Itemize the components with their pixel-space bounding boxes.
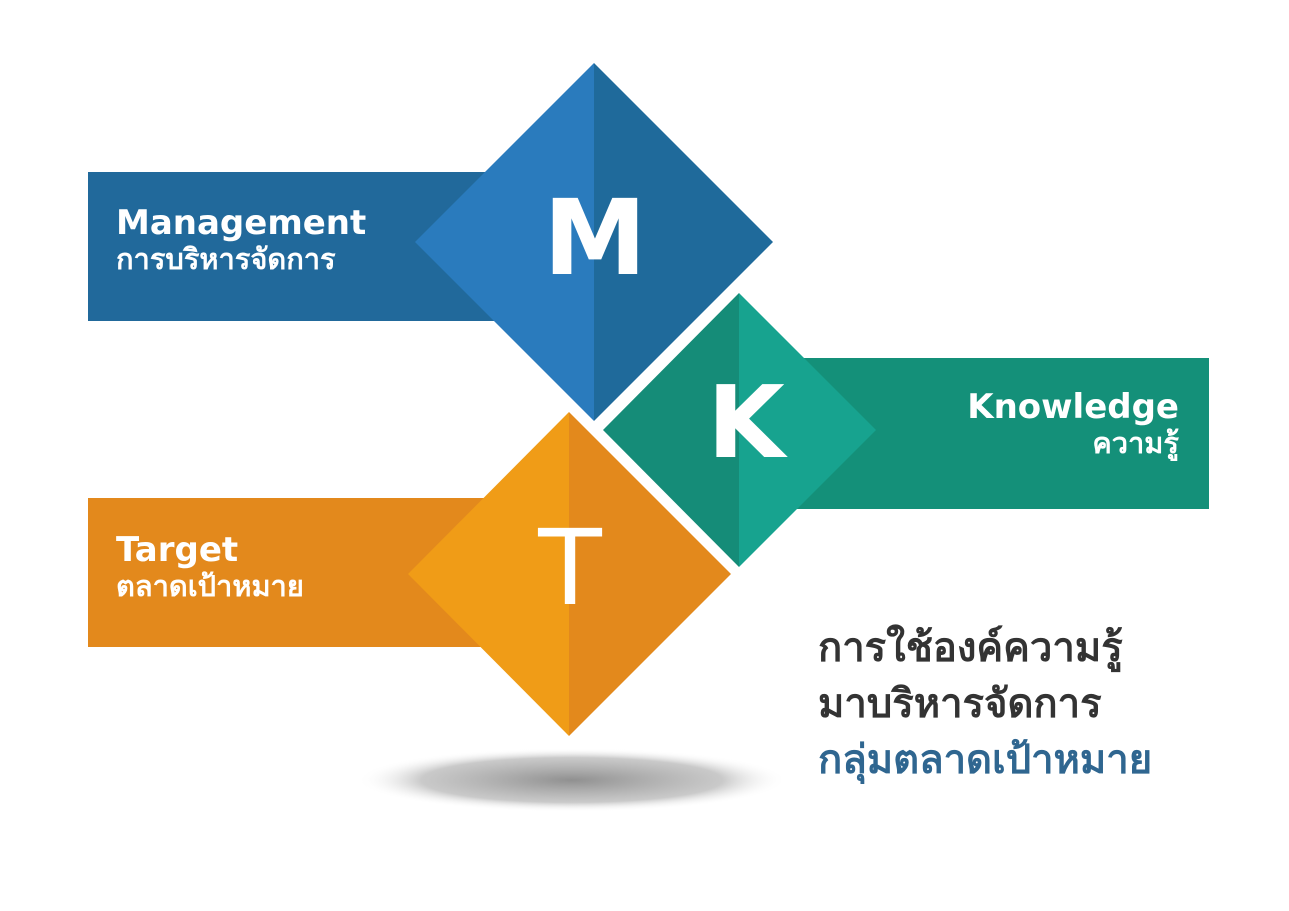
management-title-en: Management — [116, 203, 367, 243]
management-label: Management การบริหารจัดการ — [116, 203, 367, 277]
tagline-line-1: การใช้องค์ความรู้ — [818, 625, 1123, 671]
target-diamond-left — [408, 412, 569, 736]
target-title-en: Target — [116, 530, 239, 570]
knowledge-label: Knowledge ความรู้ — [967, 387, 1179, 461]
target-label: Target ตลาดเป้าหมาย — [116, 530, 304, 604]
target-diamond-right — [569, 412, 731, 736]
knowledge-title-th: ความรู้ — [1092, 426, 1179, 461]
drop-shadow — [357, 748, 787, 812]
knowledge-diamond-right — [739, 293, 876, 567]
knowledge-diamond-left — [603, 293, 739, 567]
tagline: การใช้องค์ความรู้ มาบริหารจัดการ กลุ่มตล… — [818, 620, 1152, 788]
tagline-line-3: กลุ่มตลาดเป้าหมาย — [818, 737, 1153, 783]
management-diamond-left — [415, 63, 594, 421]
target-letter: T — [538, 507, 602, 629]
management-letter: M — [543, 177, 647, 299]
knowledge-letter: K — [707, 364, 785, 481]
management-diamond-right — [594, 63, 773, 421]
tagline-line-2: มาบริหารจัดการ — [818, 681, 1102, 727]
knowledge-title-en: Knowledge — [967, 387, 1179, 427]
management-title-th: การบริหารจัดการ — [116, 242, 336, 277]
target-title-th: ตลาดเป้าหมาย — [116, 569, 304, 604]
